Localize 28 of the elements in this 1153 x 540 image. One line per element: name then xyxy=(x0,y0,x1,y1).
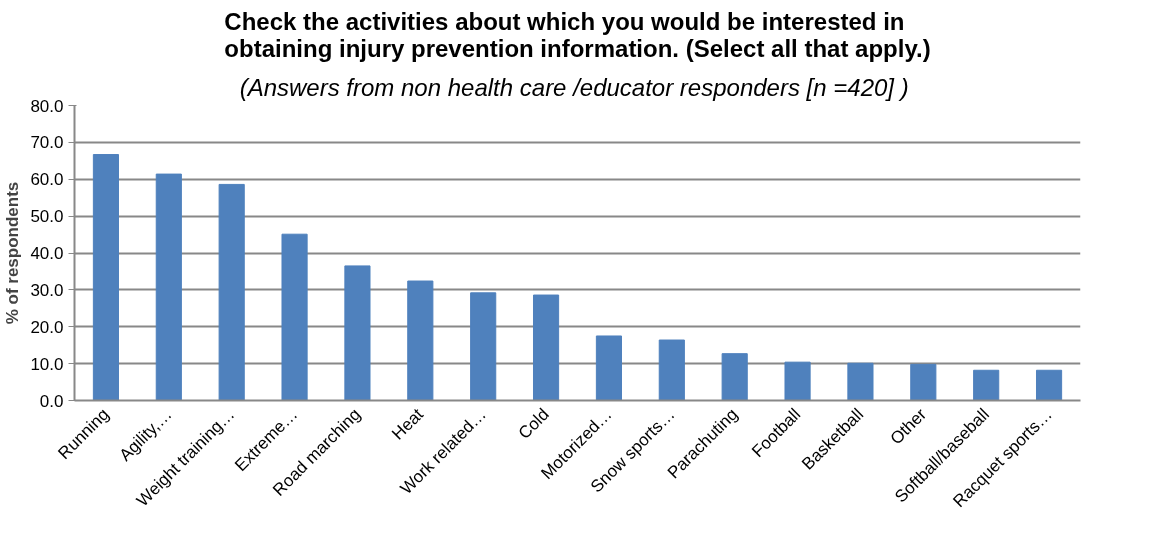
y-tick-label: 70.0 xyxy=(30,133,64,153)
chart-subtitle: (Answers from non health care /educator responders [n =420] ) xyxy=(239,73,909,101)
bar xyxy=(470,292,497,401)
y-tick-label: 10.0 xyxy=(30,354,64,374)
chart-title: Check the activities about which you would be interested in obtaining injury prevention information. (Select all that apply.) xyxy=(224,7,931,62)
bar xyxy=(721,353,748,401)
bar xyxy=(281,233,308,401)
y-tick-label: 80.0 xyxy=(30,96,64,116)
bar xyxy=(532,294,560,401)
bar xyxy=(595,335,623,401)
bar xyxy=(155,173,182,401)
bar xyxy=(218,183,245,401)
bar xyxy=(658,339,685,401)
y-tick-label: 30.0 xyxy=(30,280,64,300)
bar xyxy=(910,363,937,401)
bar xyxy=(847,362,874,401)
y-tick-label: 60.0 xyxy=(30,170,64,190)
bar xyxy=(784,361,811,401)
y-tick-label: 20.0 xyxy=(30,317,64,337)
bar xyxy=(344,265,371,401)
y-tick-label: 50.0 xyxy=(30,207,64,227)
y-tick-label: 0.0 xyxy=(39,391,64,411)
bar xyxy=(92,154,120,401)
bar xyxy=(973,369,1000,401)
y-tick-label: 40.0 xyxy=(30,244,64,263)
bar xyxy=(1035,369,1063,401)
bar xyxy=(407,280,434,401)
y-axis-title: % of respondents xyxy=(3,181,23,325)
